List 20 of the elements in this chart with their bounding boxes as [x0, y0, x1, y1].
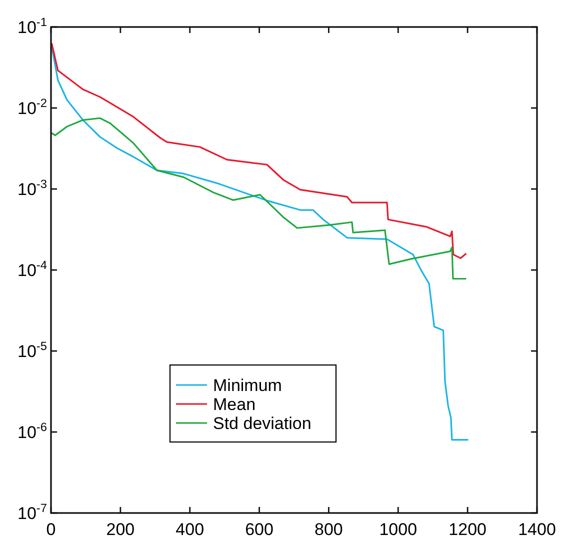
legend-label: Mean: [213, 395, 256, 414]
y-tick-label: 10$^{-3}$: [18, 177, 48, 199]
x-tick-label: 1000: [379, 520, 418, 539]
y-tick-label: 10$^{-6}$: [18, 420, 48, 442]
y-tick-label: 10$^{-4}$: [18, 258, 48, 280]
y-tick-label: 10$^{-1}$: [18, 15, 48, 37]
x-tick-label: 800: [314, 520, 343, 539]
x-tick-label: 0: [46, 520, 56, 539]
x-tick-label: 1400: [518, 520, 556, 539]
x-tick-label: 1200: [448, 520, 486, 539]
x-tick-label: 200: [106, 520, 135, 539]
x-tick-label: 600: [245, 520, 274, 539]
y-tick-label: 10$^{-5}$: [18, 339, 48, 361]
legend-label: Std deviation: [213, 414, 312, 433]
line-series: [50, 42, 467, 259]
x-tick-label: 400: [176, 520, 204, 539]
y-tick-label: 10$^{-2}$: [18, 96, 48, 118]
y-tick-label: 10$^{-7}$: [18, 501, 48, 523]
legend-label: Minimum: [213, 376, 282, 395]
line-series: [50, 117, 467, 280]
